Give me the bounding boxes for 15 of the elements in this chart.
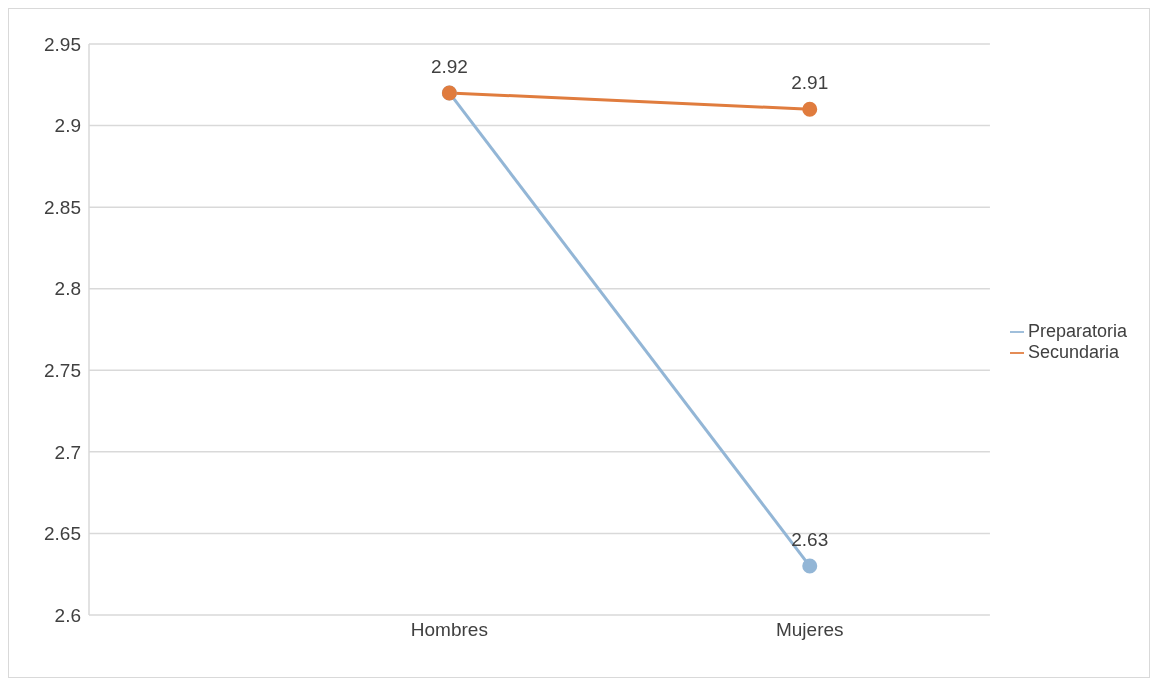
y-tick-label: 2.6 (54, 604, 81, 626)
y-tick-label: 2.9 (54, 115, 81, 137)
data-label: 2.92 (430, 55, 468, 77)
data-label: 2.91 (791, 72, 829, 94)
x-tick-label: Mujeres (775, 619, 844, 641)
legend-label: Secundaria (1027, 342, 1120, 362)
data-label: 2.63 (791, 529, 829, 551)
y-tick-label: 2.7 (54, 441, 81, 463)
y-tick-label: 2.85 (44, 196, 81, 218)
legend-label: Preparatoria (1027, 321, 1127, 341)
y-tick-label: 2.95 (44, 33, 81, 55)
y-tick-label: 2.8 (54, 278, 81, 300)
y-tick-label: 2.75 (44, 360, 81, 382)
x-tick-label: Hombres (410, 619, 488, 641)
y-tick-label: 2.65 (44, 523, 81, 545)
